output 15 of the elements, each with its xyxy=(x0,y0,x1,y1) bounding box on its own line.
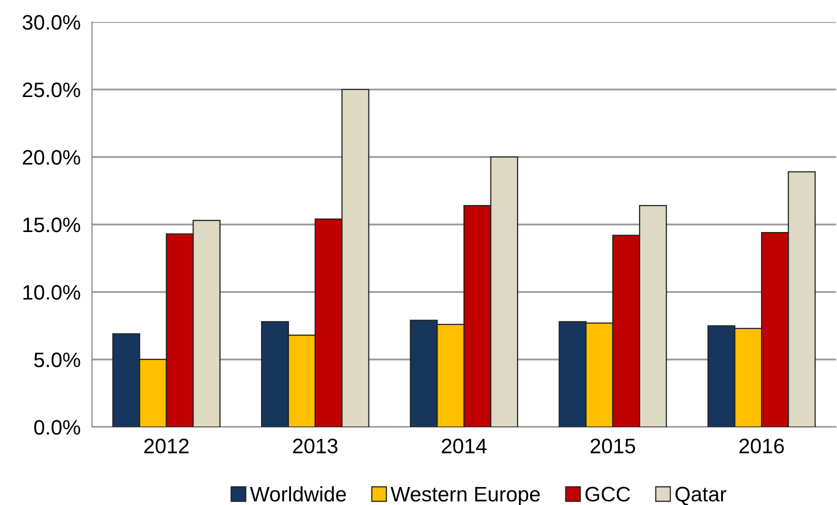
x-tick-label: 2014 xyxy=(442,438,487,454)
y-tick-label: 15.0% xyxy=(23,218,80,232)
legend-label: Qatar xyxy=(675,486,726,505)
y-tick-label: 0.0% xyxy=(34,420,80,435)
y-tick-label: 25.0% xyxy=(22,82,80,98)
y-tick-label: 10.0% xyxy=(23,285,80,300)
x-tick-label: 2012 xyxy=(144,438,189,454)
y-tick-label: 5.0% xyxy=(34,352,80,368)
y-tick-label: 20.0% xyxy=(22,150,80,165)
legend-label: Worldwide xyxy=(250,486,346,502)
legend-label: GCC xyxy=(586,486,630,502)
x-tick-label: 2015 xyxy=(590,438,636,454)
x-tick-label: 2013 xyxy=(293,438,338,454)
x-tick-label: 2016 xyxy=(739,438,784,454)
y-tick-label: 30.0% xyxy=(22,15,80,30)
